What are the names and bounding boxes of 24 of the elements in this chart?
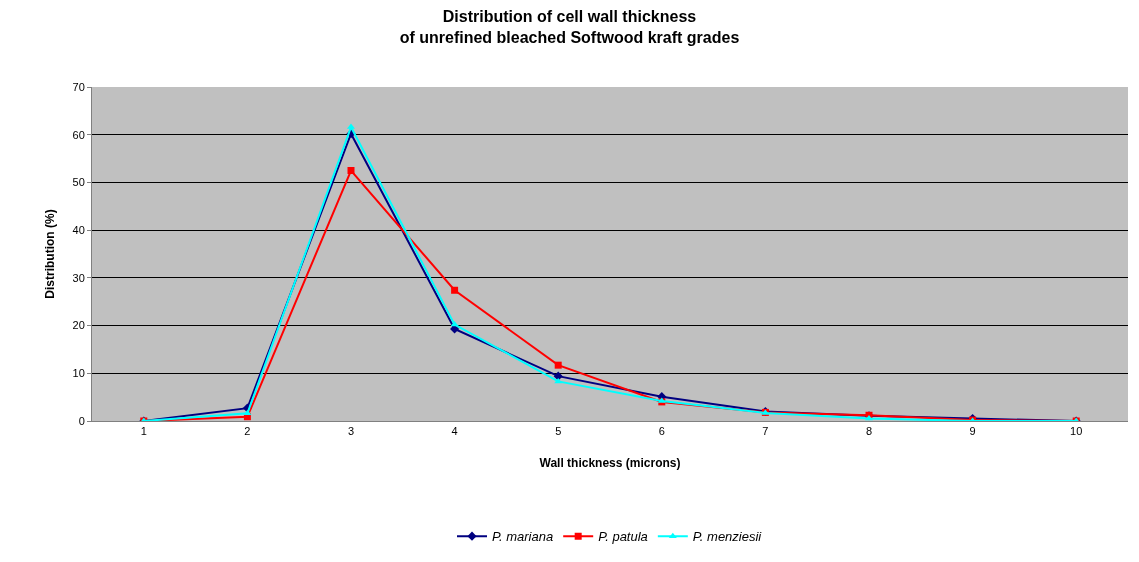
x-tick-label: 5 — [555, 425, 562, 438]
x-tick-label: 9 — [969, 425, 976, 438]
chart-title: Distribution of cell wall thickness of unrefined bleached Softwood kraft grades — [399, 8, 740, 47]
x-axis-title: Wall thickness (microns) — [539, 456, 681, 471]
x-tick-label: 1 — [140, 425, 147, 438]
x-tick-label: 8 — [865, 425, 873, 438]
x-tick-label: 7 — [762, 425, 769, 438]
legend-label: P. patula — [598, 529, 648, 545]
y-tick-label: 30 — [72, 271, 85, 284]
y-tick-label: 50 — [72, 176, 85, 189]
x-tick-label: 4 — [451, 425, 458, 438]
y-tick-label: 40 — [72, 223, 85, 236]
x-tick-label: 3 — [347, 425, 355, 438]
x-tick-label: 10 — [1070, 425, 1083, 438]
y-tick-label: 10 — [72, 367, 85, 380]
y-tick-label: 60 — [72, 128, 85, 141]
y-tick-label: 20 — [72, 319, 85, 332]
y-tick-label: 70 — [72, 80, 85, 93]
y-tick-label: 0 — [78, 414, 85, 427]
y-axis-title: Distribution (%) — [42, 209, 57, 299]
x-tick-label: 6 — [658, 425, 665, 438]
legend-label: P. mariana — [492, 529, 554, 545]
x-tick-label: 2 — [244, 425, 251, 438]
legend-label: P. menziesii — [692, 529, 763, 545]
